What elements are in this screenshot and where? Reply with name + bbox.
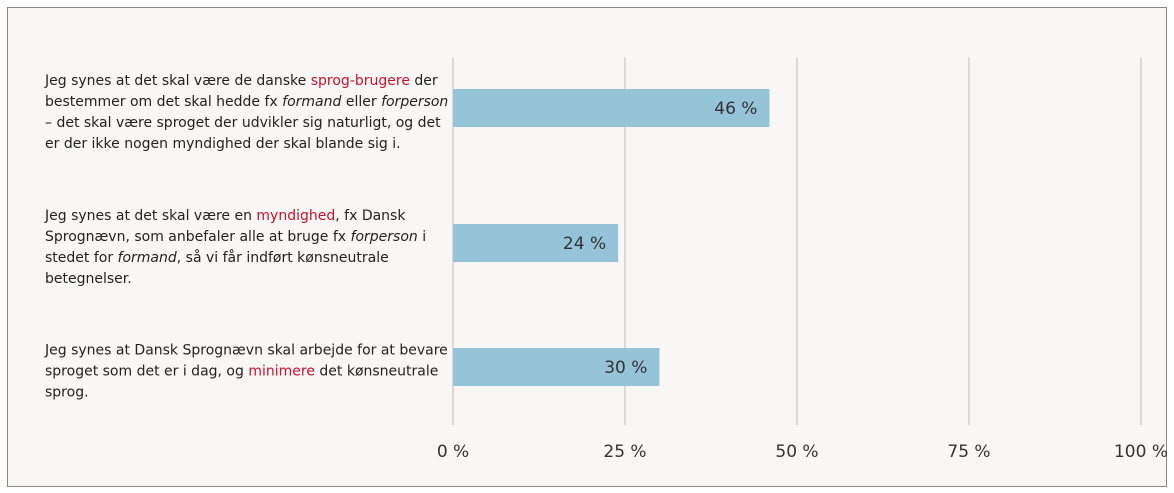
x-tick-label: 75 % xyxy=(947,442,990,462)
category-text: formand xyxy=(282,94,342,110)
category-text: forperson xyxy=(350,229,418,245)
bar xyxy=(453,224,619,262)
x-tick-label: 0 % xyxy=(437,442,469,462)
category-text: minimere xyxy=(248,363,315,380)
category-text: sprog-brugere xyxy=(310,73,410,89)
category-text: forperson xyxy=(381,94,449,110)
bar xyxy=(453,89,770,127)
category-label: Jeg synes at det skal være de danske spr… xyxy=(45,71,455,155)
category-text: det kønsneutrale sprog. xyxy=(45,363,439,401)
category-label: Jeg synes at Dansk Sprognævn skal arbejd… xyxy=(45,341,455,404)
category-text: , fx Dansk Sprognævn, som anbefaler alle… xyxy=(45,208,406,245)
category-text: Jeg synes at det skal være de danske xyxy=(45,73,311,89)
category-text: eller xyxy=(341,94,382,110)
category-text: i stedet for xyxy=(45,229,427,266)
value-label: 30 % xyxy=(604,358,647,378)
category-text: der bestemmer om det skal hedde fx xyxy=(45,73,438,110)
category-text: Jeg synes at Dansk Sprognævn skal arbejd… xyxy=(45,342,448,380)
category-text: – det skal være sproget der udvikler sig… xyxy=(45,115,441,152)
category-text: Jeg synes at det skal være en xyxy=(45,208,257,224)
x-tick-label: 100 % xyxy=(1114,442,1168,462)
x-tick-label: 25 % xyxy=(603,442,646,462)
value-label: 24 % xyxy=(563,234,606,254)
x-tick-label: 50 % xyxy=(775,442,818,462)
value-label: 46 % xyxy=(714,99,757,119)
category-text: , så vi får indført kønsneutrale betegne… xyxy=(45,250,389,287)
category-text: formand xyxy=(117,250,177,266)
category-text: myndighed xyxy=(256,208,336,224)
category-label: Jeg synes at det skal være en myndighed,… xyxy=(45,206,455,290)
bar xyxy=(453,348,660,386)
